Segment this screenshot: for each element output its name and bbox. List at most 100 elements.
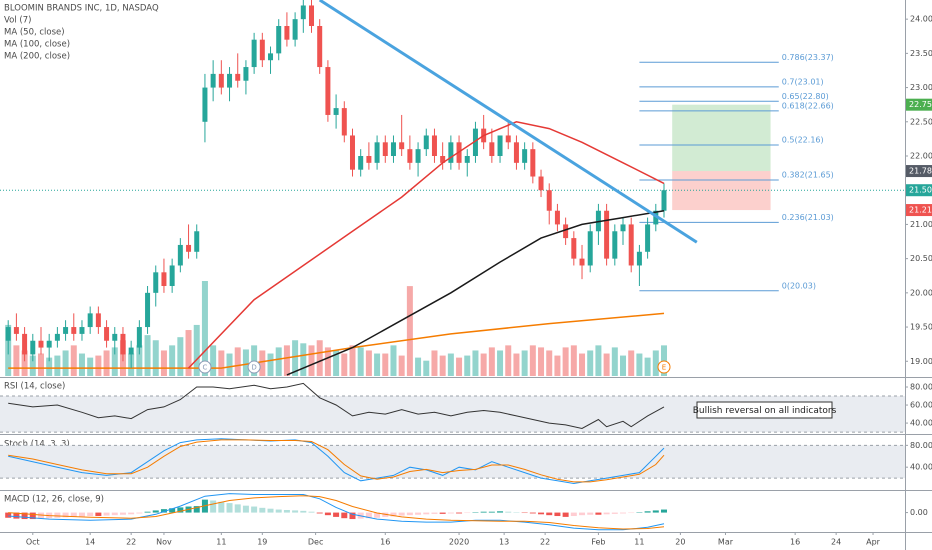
candle-body <box>5 327 11 341</box>
x-tick-label: 11 <box>634 538 644 547</box>
volume-bar <box>587 350 594 376</box>
macd-histogram-bar <box>242 505 249 513</box>
volume-bar <box>218 350 225 376</box>
macd-histogram-bar <box>620 512 627 514</box>
candle-body <box>300 5 306 20</box>
macd-histogram-bar <box>275 509 282 513</box>
candle-body <box>309 5 315 26</box>
volume-bar <box>611 347 618 376</box>
macd-histogram-bar <box>398 512 405 516</box>
volume-bar <box>95 355 102 376</box>
chart-title: BLOOMIN BRANDS INC, 1D, NASDAQ <box>4 4 159 14</box>
volume-bar <box>365 350 372 376</box>
macd-histogram-bar <box>587 512 594 515</box>
candle-body <box>186 244 192 252</box>
candle-body <box>136 327 142 348</box>
volume-bar <box>554 355 561 376</box>
volume-bar <box>152 340 159 376</box>
candle-body <box>628 224 634 266</box>
candle-body <box>325 67 331 115</box>
ma-line <box>286 209 665 376</box>
x-tick-label: 22 <box>126 538 136 547</box>
macd-histogram-bar <box>300 510 307 513</box>
macd-histogram-bar <box>439 512 446 514</box>
candle-body <box>202 87 208 122</box>
x-tick-label: Feb <box>591 538 605 547</box>
x-tick-label: 16 <box>380 538 390 547</box>
volume-bar <box>70 345 77 376</box>
candle-body <box>472 128 478 156</box>
candle-body <box>276 26 282 54</box>
volume-bar <box>652 350 659 376</box>
position-profit <box>672 104 771 172</box>
macd-histogram-bar <box>316 512 323 514</box>
volume-bar <box>37 353 44 376</box>
candle-body <box>128 347 134 355</box>
position-loss <box>672 171 771 211</box>
volume-bar <box>136 345 143 376</box>
y-tick-label: 23.50 <box>910 49 932 58</box>
annotation: Bullish reversal on all indicators <box>693 406 837 416</box>
macd-histogram-bar <box>431 512 438 514</box>
candle-body <box>235 73 241 81</box>
macd-histogram-bar <box>29 512 36 520</box>
macd-histogram-bar <box>308 511 315 513</box>
volume-bar <box>46 357 53 376</box>
x-tick-label: Apr <box>866 538 881 547</box>
volume-bar <box>374 353 381 376</box>
x-tick-label: 2020 <box>449 538 469 547</box>
macd-histogram-bar <box>62 512 69 518</box>
volume-bar <box>29 355 36 376</box>
volume-bar <box>193 324 200 376</box>
trendline <box>318 0 698 244</box>
macd-histogram-bar <box>144 511 151 513</box>
x-tick-label: 11 <box>216 538 226 547</box>
volume-bar <box>406 286 413 376</box>
candle-body <box>497 135 503 156</box>
candle-body <box>554 210 560 225</box>
y-tick-label: 22.50 <box>910 117 932 126</box>
candle-body <box>571 238 577 259</box>
macd-histogram-bar <box>595 512 602 515</box>
volume-bar <box>300 343 307 376</box>
price-tag-label: 22.75 <box>909 100 932 109</box>
volume-bar <box>423 360 430 376</box>
fib-label: 0(20.03) <box>782 281 816 290</box>
y-tick-label: 40.00 <box>910 419 932 428</box>
volume-bar <box>226 353 233 376</box>
candle-body <box>358 156 364 170</box>
stoch-title: Stoch (14, 3, 3) <box>4 440 70 450</box>
volume-bar <box>160 350 167 376</box>
y-tick-label: 80.00 <box>910 383 932 392</box>
x-tick-label: 22 <box>540 538 550 547</box>
volume-bar <box>177 337 184 376</box>
macd-histogram-bar <box>546 512 553 516</box>
legend-volume: Vol (7) <box>4 16 31 26</box>
candle-body <box>243 67 249 81</box>
y-tick-label: 19.00 <box>910 357 932 366</box>
macd-histogram-bar <box>292 510 299 513</box>
volume-bar <box>497 350 504 376</box>
macd-histogram-bar <box>365 512 372 519</box>
candle-body <box>268 53 274 61</box>
candle-body <box>620 224 626 232</box>
macd-histogram-bar <box>456 512 463 514</box>
x-tick-label: Oct <box>26 538 40 547</box>
macd-histogram-bar <box>644 511 651 513</box>
candle-body <box>71 327 77 334</box>
rsi-line <box>8 382 665 430</box>
candle-body <box>218 73 224 88</box>
candle-body <box>284 26 290 40</box>
macd-histogram-bar <box>538 512 545 515</box>
volume-bar <box>644 357 651 376</box>
volume-bar <box>579 353 586 376</box>
macd-histogram-bar <box>349 512 356 520</box>
macd-histogram-bar <box>554 512 561 517</box>
candle-body <box>95 313 101 328</box>
volume-bar <box>242 349 249 376</box>
volume-bar <box>144 335 151 376</box>
macd-histogram-bar <box>234 504 241 513</box>
volume-bar <box>54 355 61 376</box>
fib-label: 0.7(23.01) <box>782 77 824 86</box>
candle-body <box>145 292 151 328</box>
